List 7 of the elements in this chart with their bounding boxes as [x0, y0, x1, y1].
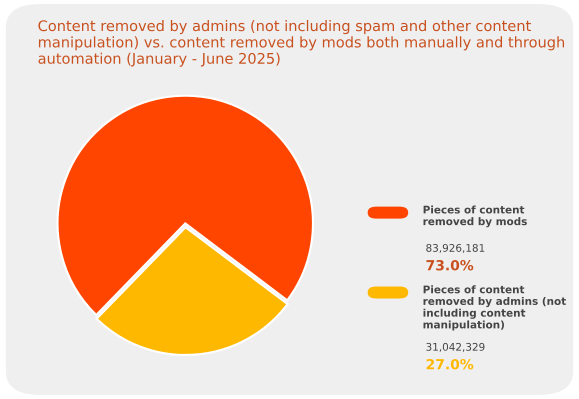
text: 31,042,329 — [426, 342, 484, 352]
legend-label: Pieces of content removed by mods — [424, 205, 527, 228]
chart-title: Content removed by admins (not including spam and other content manipulation) vs. content removed by mods both manually and through automation (January - June 2025) — [38, 20, 564, 67]
text: 73.0% — [426, 260, 474, 270]
legend-label: Pieces of content removed by admins (not including content manipulation) — [424, 285, 566, 331]
text: 83,926,181 — [426, 244, 484, 253]
text: 27.0% — [426, 358, 474, 370]
